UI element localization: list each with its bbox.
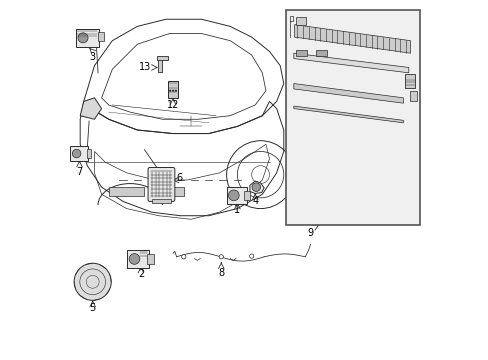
Polygon shape: [293, 53, 408, 73]
Circle shape: [249, 254, 253, 258]
Text: 9: 9: [307, 228, 313, 238]
Text: 10: 10: [356, 27, 368, 37]
Polygon shape: [293, 84, 403, 103]
Text: 11: 11: [327, 109, 339, 118]
Circle shape: [251, 183, 260, 192]
Text: 1: 1: [234, 205, 240, 215]
Polygon shape: [249, 181, 264, 194]
Polygon shape: [80, 98, 102, 119]
FancyBboxPatch shape: [70, 146, 88, 161]
Bar: [285, 10, 419, 225]
Text: 8: 8: [218, 267, 224, 278]
Text: 7: 7: [76, 167, 82, 177]
Circle shape: [228, 190, 239, 201]
Polygon shape: [293, 106, 403, 123]
Bar: [155, 187, 183, 196]
Circle shape: [72, 149, 81, 158]
Bar: [167, 81, 178, 98]
Circle shape: [169, 90, 171, 92]
FancyBboxPatch shape: [148, 167, 175, 202]
Text: 13: 13: [139, 63, 151, 72]
Bar: [295, 50, 306, 56]
Polygon shape: [294, 24, 410, 53]
Text: 6: 6: [176, 173, 182, 183]
FancyBboxPatch shape: [227, 187, 246, 203]
Text: 5: 5: [89, 303, 96, 313]
Bar: [244, 191, 249, 201]
Circle shape: [129, 253, 140, 264]
Bar: [152, 199, 171, 203]
Bar: [108, 187, 144, 196]
Circle shape: [74, 263, 111, 300]
Bar: [98, 32, 104, 41]
Text: 2: 2: [138, 269, 144, 279]
Circle shape: [181, 255, 185, 259]
FancyBboxPatch shape: [127, 250, 149, 267]
Bar: [147, 254, 153, 264]
Bar: [157, 56, 167, 60]
Bar: [158, 58, 162, 72]
Bar: [315, 50, 326, 56]
Text: 3: 3: [89, 53, 95, 63]
Text: 12: 12: [166, 100, 179, 110]
Bar: [405, 73, 414, 88]
Circle shape: [175, 90, 177, 92]
FancyBboxPatch shape: [75, 29, 99, 47]
Bar: [296, 18, 305, 24]
Bar: [86, 149, 91, 158]
Bar: [408, 91, 416, 102]
Text: 4: 4: [252, 196, 258, 206]
Circle shape: [219, 255, 223, 259]
Circle shape: [78, 33, 88, 43]
Circle shape: [172, 90, 174, 92]
